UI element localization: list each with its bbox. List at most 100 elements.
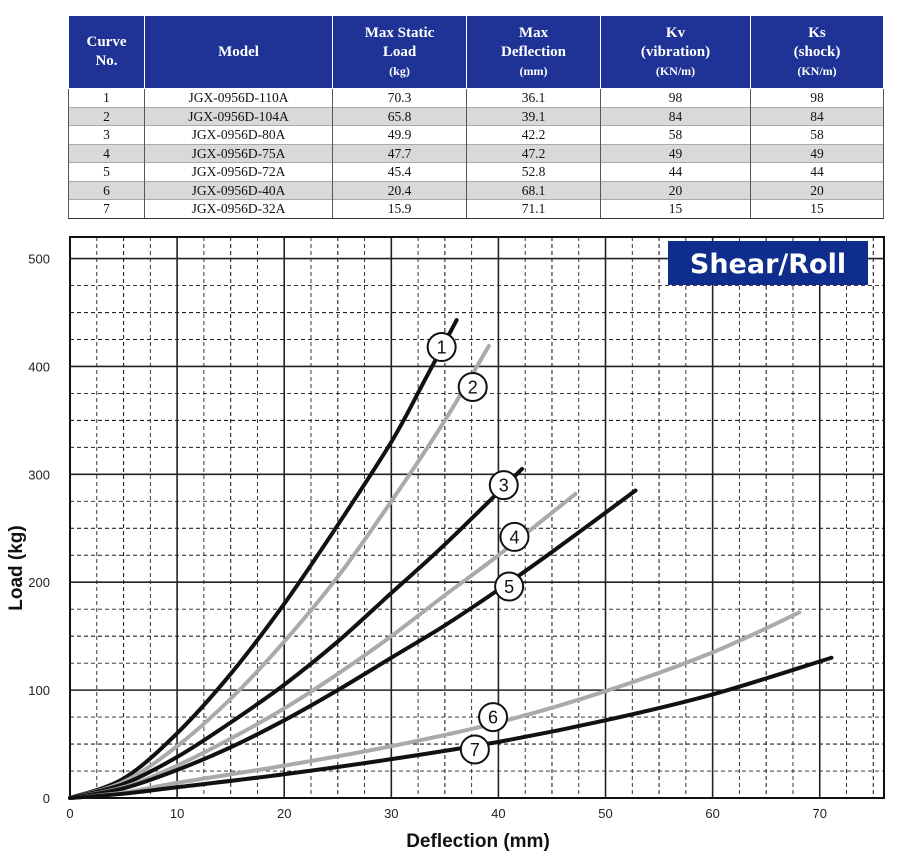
table-cell: 20: [600, 180, 751, 200]
x-tick-label: 0: [66, 806, 73, 821]
series-5-label: 5: [504, 577, 514, 597]
column-header-line: Deflection: [501, 44, 566, 60]
curve-markers: 1 2 3 4 5 67: [426, 332, 530, 765]
spec-table: Curve No. Model Max Static Load (kg) Max Deflec…: [68, 15, 884, 219]
table-row: 6 JGX-0956D-40A 20.4 68.1 20 20: [68, 180, 884, 200]
series-5-line: [68, 488, 638, 800]
table-cell: 49.9: [332, 125, 467, 144]
column-unit: (KN/m): [655, 64, 696, 78]
table-cell: 84: [600, 106, 751, 126]
table-cell: 2: [68, 106, 145, 126]
y-axis-title: Load (kg): [6, 525, 27, 611]
table-cell: JGX-0956D-32A: [144, 199, 333, 219]
column-header-line: (vibration): [640, 44, 711, 60]
table-cell: JGX-0956D-75A: [144, 143, 333, 163]
table-cell: 3: [68, 125, 145, 144]
series-group: [68, 318, 834, 800]
column-header: Model: [144, 15, 333, 89]
series-7-line: [68, 655, 834, 800]
series-6-label: 6: [488, 708, 498, 728]
table-cell: 20: [750, 180, 884, 200]
series-1-label: 1: [437, 338, 447, 358]
table-cell: 42.2: [466, 125, 601, 144]
table-cell: 36.1: [466, 88, 601, 107]
y-tick-label: 200: [28, 575, 50, 590]
column-header-line: Max Static: [364, 25, 435, 41]
axis-ticks: 0 10 20 30 40 50 60 70 0 100 200 300 400 500: [28, 252, 827, 821]
column-header-line: Model: [218, 43, 259, 60]
column-header-line: Max: [518, 25, 549, 41]
series-1-marker: [426, 332, 457, 363]
y-tick-label: 0: [43, 791, 50, 806]
table-cell: 47.2: [466, 143, 601, 163]
series-3-label: 3: [499, 476, 509, 496]
table-cell: 58: [600, 125, 751, 144]
table-cell: 20.4: [332, 180, 467, 200]
x-tick-label: 30: [384, 806, 398, 821]
table-row: 7 JGX-0956D-32A 15.9 71.1 15 15: [68, 199, 884, 219]
table-cell: JGX-0956D-40A: [144, 180, 333, 200]
series-5-marker: [494, 571, 525, 602]
series-6-line: [68, 610, 802, 800]
column-header-line: Load: [382, 44, 417, 60]
table-cell: 58: [750, 125, 884, 144]
table-cell: 15: [600, 199, 751, 219]
table-header-row: Curve No. Model Max Static Load (kg) Max Deflec…: [68, 15, 884, 89]
x-tick-label: 70: [813, 806, 827, 821]
table-cell: 47.7: [332, 143, 467, 163]
series-2-label: 2: [468, 377, 478, 397]
series-4-label: 4: [509, 527, 519, 547]
table-cell: 4: [68, 143, 145, 163]
y-tick-label: 100: [28, 683, 50, 698]
table-cell: 49: [750, 143, 884, 163]
x-tick-label: 20: [277, 806, 291, 821]
x-tick-label: 50: [598, 806, 612, 821]
series-4-marker: [499, 521, 530, 552]
table-cell: 5: [68, 162, 145, 181]
table-cell: 52.8: [466, 162, 601, 181]
series-2-line: [68, 343, 491, 800]
chart-grid: [70, 237, 884, 798]
x-axis-title: Deflection (mm): [406, 831, 550, 852]
column-header-line: Curve: [86, 34, 127, 50]
badge-label: Shear/Roll: [690, 249, 846, 280]
series-7-label: 7: [470, 740, 480, 760]
column-header: Curve No.: [68, 15, 145, 89]
series-7-marker: [459, 734, 490, 765]
table-cell: 15: [750, 199, 884, 219]
column-header-line: Kv: [665, 25, 686, 41]
series-2-marker: [457, 371, 488, 402]
x-tick-label: 60: [705, 806, 719, 821]
table-row: 5 JGX-0956D-72A 45.4 52.8 44 44: [68, 162, 884, 181]
y-tick-label: 300: [28, 467, 50, 482]
column-header: Max Static Load (kg): [332, 15, 467, 89]
series-1-line: [68, 318, 459, 800]
column-unit: (kg): [389, 64, 410, 78]
table-cell: 45.4: [332, 162, 467, 181]
table-cell: 44: [600, 162, 751, 181]
badge-background: [668, 241, 868, 285]
y-tick-label: 400: [28, 359, 50, 374]
table-cell: 65.8: [332, 106, 467, 126]
x-tick-label: 40: [491, 806, 505, 821]
table-row: 4 JGX-0956D-75A 47.7 47.2 49 49: [68, 143, 884, 163]
table-cell: JGX-0956D-72A: [144, 162, 333, 181]
table-row: 2 JGX-0956D-104A 65.8 39.1 84 84: [68, 106, 884, 126]
column-unit: (KN/m): [797, 64, 837, 78]
table-cell: 98: [600, 88, 751, 107]
column-header-line: Ks: [808, 25, 826, 41]
table-cell: 71.1: [466, 199, 601, 219]
column-header: Max Deflection (mm): [466, 15, 601, 89]
table-cell: 6: [68, 180, 145, 200]
table-cell: 49: [600, 143, 751, 163]
column-header: Kv (vibration) (KN/m): [600, 15, 751, 89]
table-cell: 98: [750, 88, 884, 107]
table-cell: JGX-0956D-80A: [144, 125, 333, 144]
table-cell: 1: [68, 88, 145, 107]
series-4-line: [68, 491, 578, 800]
table-cell: 39.1: [466, 106, 601, 126]
table-cell: JGX-0956D-104A: [144, 106, 333, 126]
series-3-marker: [488, 470, 519, 501]
table-cell: 84: [750, 106, 884, 126]
